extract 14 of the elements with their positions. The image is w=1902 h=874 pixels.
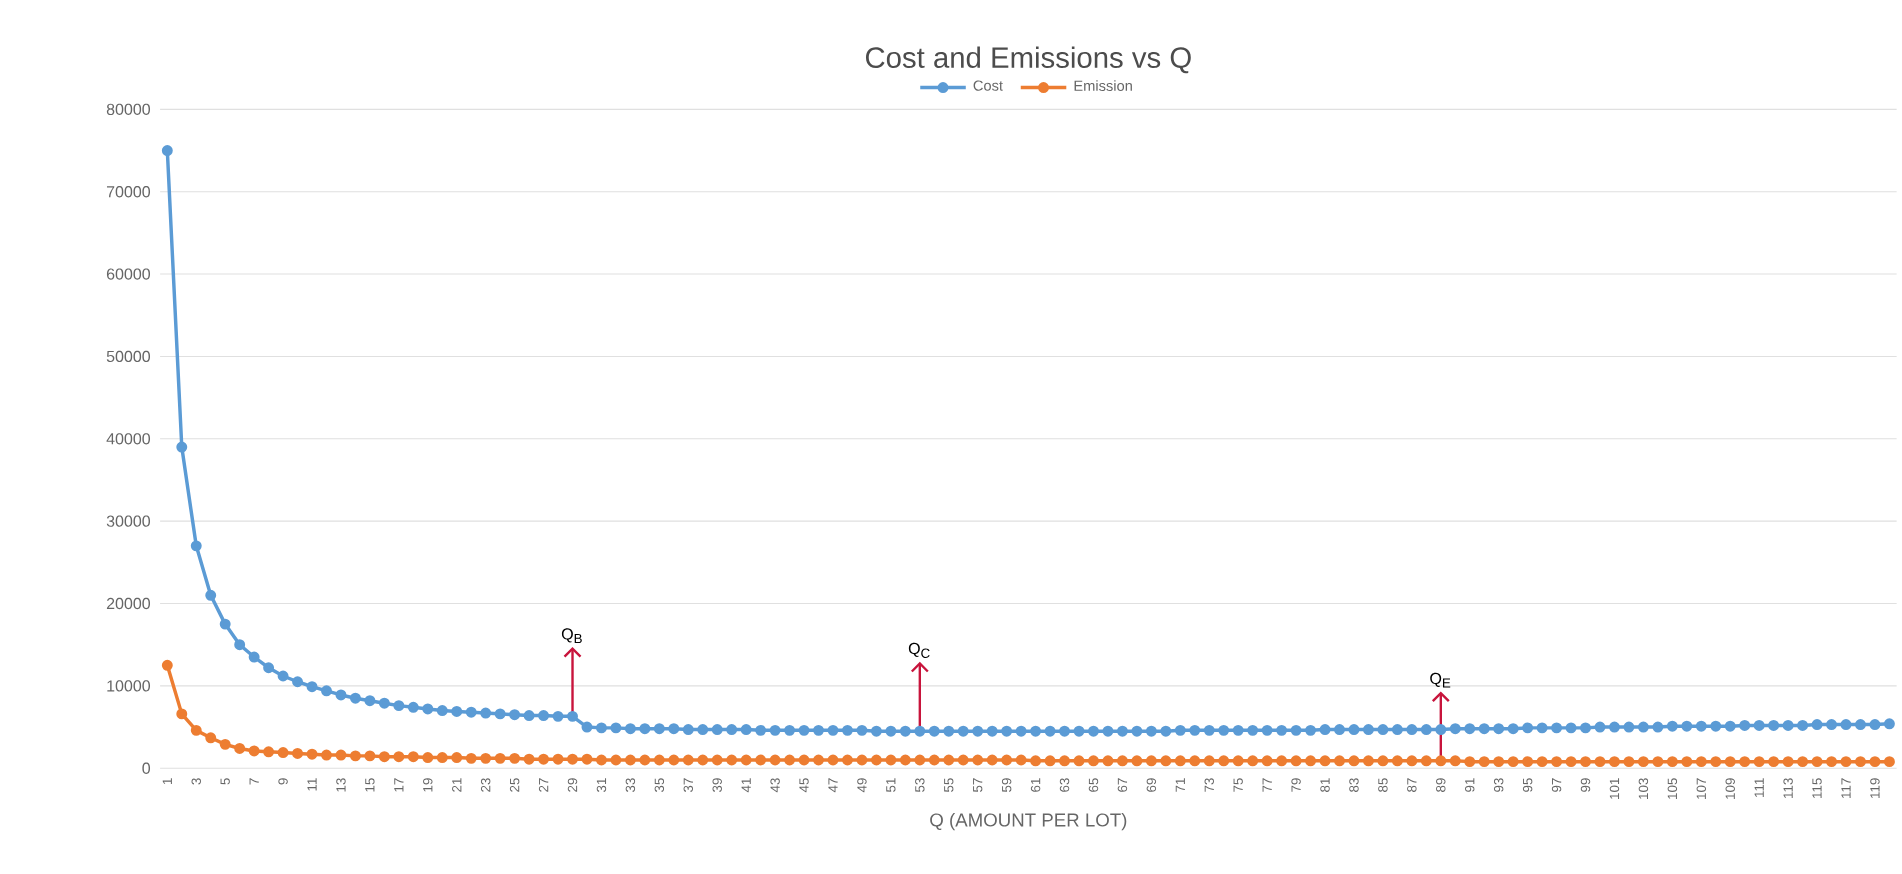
annotation: Q$_{C}$ (908, 642, 930, 658)
y-tick-label: 60000 (106, 267, 151, 280)
y-tick-label: 20000 (106, 597, 151, 609)
y-tick-label: 10000 (107, 679, 151, 692)
y-tick-label: 70000 (106, 185, 151, 197)
y-tick-label: 40000 (106, 432, 151, 444)
y-tick-label: 50000 (106, 350, 151, 362)
annotation: Q$_{E}$ (1430, 672, 1451, 688)
y-tick-label: 0 (142, 762, 151, 774)
annotation: Q$_{B}$ (561, 627, 582, 643)
y-tick-label: 80000 (106, 103, 151, 115)
x-axis-title: Q (AMOUNT PER LOT) (930, 812, 1127, 830)
chart-title: Cost and Emissions vs Q (865, 45, 1191, 73)
y-tick-label: 30000 (106, 515, 151, 527)
